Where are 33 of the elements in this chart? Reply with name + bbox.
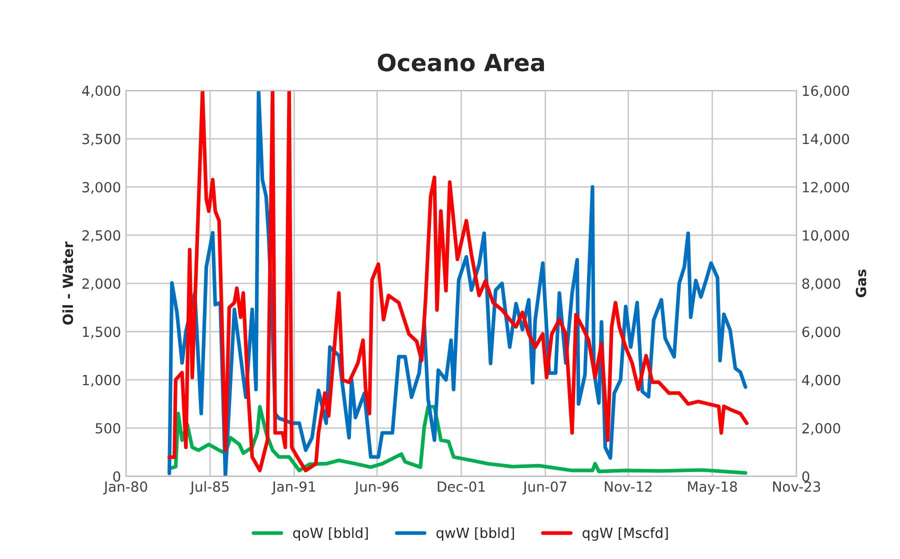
y2-tick-label: 12,000 — [802, 182, 850, 194]
legend-label: qoW [bbld] — [293, 527, 368, 541]
y-tick-label: 3,500 — [82, 134, 120, 146]
y2-tick-label: 2,000 — [802, 423, 840, 435]
x-tick-label: Jun-96 — [354, 481, 398, 494]
legend-label: qgW [Mscfd] — [582, 527, 668, 541]
x-tick-label: Jan-80 — [103, 481, 148, 494]
y-tick-label: 1,500 — [82, 326, 120, 339]
x-tick-label: Nov-23 — [773, 481, 820, 492]
y-tick-label: 1,000 — [82, 374, 120, 387]
y-tick-label: 2,500 — [82, 230, 120, 242]
y-axis-title: Oil - Water — [62, 242, 74, 325]
y-tick-label: 2,000 — [82, 278, 120, 290]
legend-label: qwW [bbld] — [436, 527, 514, 541]
y2-tick-label: 0 — [802, 471, 810, 482]
y2-tick-label: 8,000 — [802, 278, 840, 290]
x-tick-label: Jul-85 — [190, 481, 229, 494]
y2-tick-label: 6,000 — [802, 326, 840, 339]
y2-tick-label: 4,000 — [802, 374, 840, 387]
x-tick-label: Jun-07 — [522, 481, 566, 494]
chart-title: Oceano Area — [378, 54, 544, 72]
y-tick-label: 4,000 — [82, 86, 120, 98]
y-tick-label: 0 — [113, 471, 120, 482]
y2-tick-label: 14,000 — [802, 134, 850, 146]
x-tick-label: Nov-12 — [604, 481, 652, 492]
y2-tick-label: 16,000 — [802, 86, 850, 98]
y2-tick-label: 10,000 — [802, 230, 850, 242]
y2-axis-title: Gas — [856, 270, 866, 298]
x-tick-label: May-18 — [688, 481, 737, 495]
x-tick-label: Jan-91 — [272, 481, 316, 494]
x-tick-label: Dec-01 — [438, 481, 485, 492]
y-tick-label: 500 — [96, 423, 120, 434]
y-tick-label: 3,000 — [82, 182, 120, 194]
